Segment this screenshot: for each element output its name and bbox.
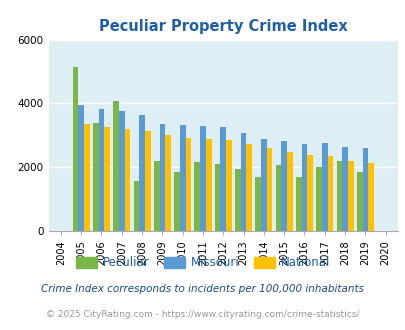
Bar xyxy=(362,148,367,231)
Bar xyxy=(179,125,185,231)
Bar xyxy=(315,167,321,231)
Bar xyxy=(145,130,150,231)
Bar xyxy=(78,105,84,231)
Bar xyxy=(281,141,286,231)
Bar xyxy=(356,172,362,231)
Bar xyxy=(200,126,205,231)
Bar xyxy=(234,169,240,231)
Bar xyxy=(275,165,281,231)
Bar xyxy=(226,140,231,231)
Bar xyxy=(321,143,327,231)
Bar xyxy=(327,156,333,231)
Bar xyxy=(93,123,98,231)
Bar xyxy=(119,112,124,231)
Bar xyxy=(214,164,220,231)
Bar xyxy=(153,161,159,231)
Bar xyxy=(301,144,307,231)
Bar xyxy=(113,101,119,231)
Bar xyxy=(295,178,301,231)
Bar xyxy=(260,140,266,231)
Bar xyxy=(159,124,165,231)
Bar xyxy=(185,138,191,231)
Bar xyxy=(174,172,179,231)
Bar xyxy=(205,140,211,231)
Bar xyxy=(307,155,312,231)
Bar xyxy=(133,181,139,231)
Bar xyxy=(240,133,246,231)
Title: Peculiar Property Crime Index: Peculiar Property Crime Index xyxy=(99,19,347,34)
Bar xyxy=(139,115,145,231)
Bar xyxy=(367,163,373,231)
Bar xyxy=(286,151,292,231)
Bar xyxy=(255,177,260,231)
Legend: Peculiar, Missouri, National: Peculiar, Missouri, National xyxy=(71,252,334,274)
Bar xyxy=(72,67,78,231)
Bar xyxy=(266,148,272,231)
Bar xyxy=(124,129,130,231)
Text: Crime Index corresponds to incidents per 100,000 inhabitants: Crime Index corresponds to incidents per… xyxy=(41,284,364,294)
Bar xyxy=(165,135,171,231)
Bar xyxy=(246,144,252,231)
Bar xyxy=(194,162,200,231)
Bar xyxy=(341,148,347,231)
Bar xyxy=(98,110,104,231)
Bar xyxy=(220,127,226,231)
Bar xyxy=(104,127,110,231)
Bar xyxy=(84,124,90,231)
Bar xyxy=(347,161,353,231)
Text: © 2025 CityRating.com - https://www.cityrating.com/crime-statistics/: © 2025 CityRating.com - https://www.city… xyxy=(46,311,359,319)
Bar xyxy=(336,161,341,231)
